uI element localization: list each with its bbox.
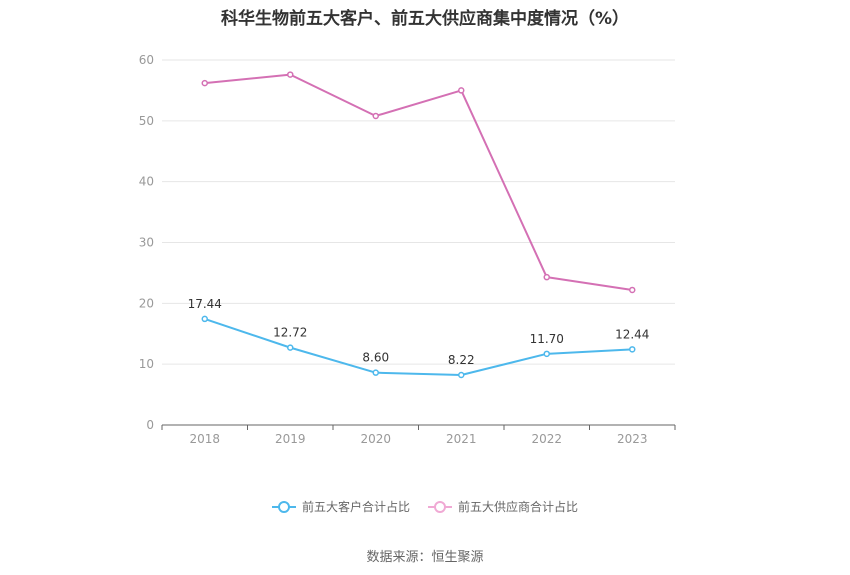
- data-point-1-5[interactable]: [629, 286, 636, 294]
- chart-title: 科华生物前五大客户、前五大供应商集中度情况（%）: [220, 9, 630, 29]
- data-point-0-0[interactable]: [201, 315, 208, 323]
- y-tick-label: 50: [139, 114, 154, 128]
- legend-item-suppliers[interactable]: 前五大供应商合计占比: [428, 498, 578, 515]
- x-tick-label: 2023: [617, 432, 648, 446]
- series-lines: [201, 71, 636, 379]
- data-point-1-0[interactable]: [201, 79, 208, 87]
- y-tick-label: 10: [139, 357, 154, 371]
- data-point-1-1[interactable]: [287, 71, 294, 78]
- y-tick-label: 20: [139, 296, 154, 310]
- data-point-0-5[interactable]: [629, 346, 636, 353]
- legend-suppliers-marker-icon: [428, 500, 452, 514]
- grid-lines: [162, 59, 675, 365]
- legend: 前五大客户合计占比 前五大供应商合计占比: [0, 498, 850, 515]
- data-label: 17.44: [188, 297, 222, 311]
- data-point-0-2[interactable]: [372, 369, 379, 376]
- data-point-1-2[interactable]: [372, 112, 379, 120]
- y-tick-label: 0: [146, 418, 154, 432]
- data-point-0-4[interactable]: [543, 350, 550, 358]
- data-label: 8.22: [448, 353, 475, 367]
- x-tick-label: 2021: [446, 432, 477, 446]
- source-note: 数据来源：恒生聚源: [366, 550, 484, 565]
- x-tick-label: 2019: [275, 432, 306, 446]
- data-label: 12.44: [615, 327, 649, 341]
- data-label: 11.70: [530, 332, 564, 346]
- x-tick-label: 2020: [360, 432, 391, 446]
- legend-customers-marker-icon: [271, 500, 296, 514]
- data-label: 8.60: [362, 351, 389, 365]
- data-point-1-4[interactable]: [543, 273, 550, 281]
- x-tick-label: 2018: [189, 432, 220, 446]
- data-point-1-3[interactable]: [458, 87, 465, 94]
- y-tick-label: 60: [139, 53, 154, 67]
- axes: 0 10 20 30 40 50 60 2018 2019 2020 2021 2022 2023: [139, 53, 676, 446]
- data-labels: 17.44 12.72 8.60 8.22 11.70 12.44: [188, 297, 650, 367]
- x-tick-label: 2022: [531, 432, 562, 446]
- y-tick-label: 30: [139, 236, 154, 250]
- legend-customers-label: 前五大客户合计占比: [301, 500, 410, 514]
- series-line-1: [204, 73, 633, 291]
- data-point-0-3[interactable]: [458, 371, 465, 379]
- data-point-0-1[interactable]: [287, 344, 294, 351]
- legend-suppliers-label: 前五大供应商合计占比: [458, 500, 579, 514]
- legend-item-customers[interactable]: 前五大客户合计占比: [271, 498, 410, 515]
- series-line-0: [204, 317, 633, 376]
- data-label: 12.72: [273, 326, 307, 340]
- y-tick-label: 40: [139, 175, 154, 189]
